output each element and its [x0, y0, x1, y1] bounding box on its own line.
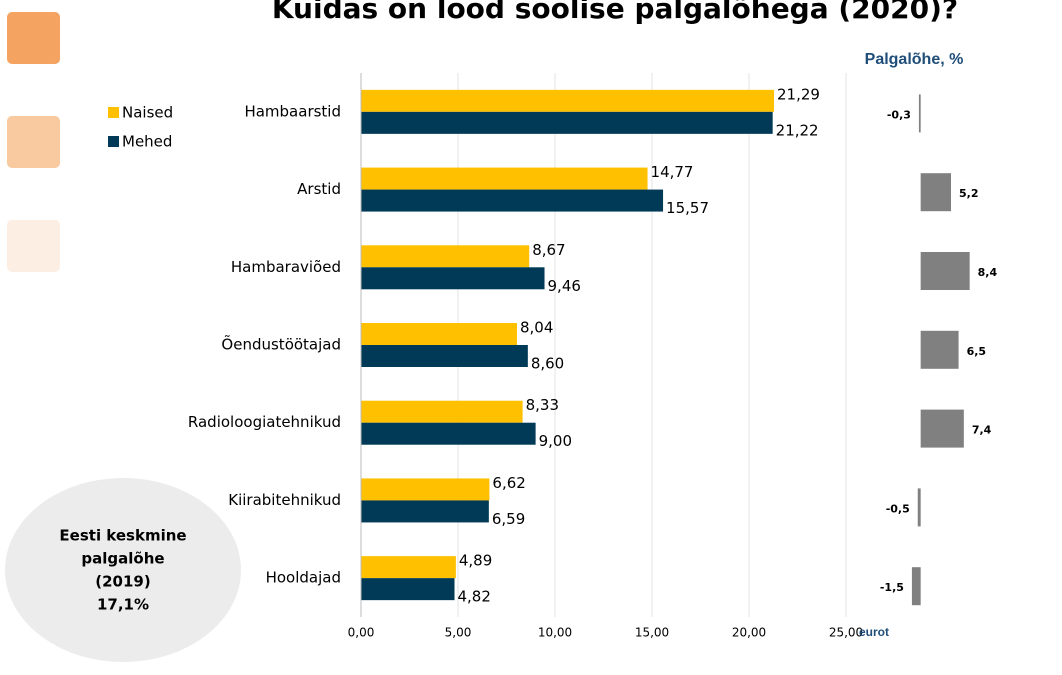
value-label: 9,00 [539, 432, 572, 450]
bar [361, 167, 648, 190]
bar [361, 422, 536, 445]
gap-value-label: -0,3 [887, 108, 911, 121]
value-label: 9,46 [548, 277, 581, 295]
note-line: 17,1% [97, 596, 149, 614]
deco-square [7, 220, 60, 272]
x-tick-label: 20,00 [732, 626, 766, 640]
gap-bar [917, 488, 921, 527]
deco-square [7, 116, 60, 168]
bar [361, 267, 545, 290]
note-line: palgalõhe [81, 550, 164, 568]
note-line: (2019) [95, 573, 150, 591]
gap-value-label: 8,4 [978, 266, 998, 279]
gap-value-label: -1,5 [880, 581, 904, 594]
y-tick-label: Arstid [297, 180, 341, 198]
value-label: 21,22 [776, 121, 819, 139]
y-tick-label: Kiirabitehnikud [228, 491, 341, 509]
bar [361, 89, 775, 112]
gap-value-label: 6,5 [967, 345, 987, 358]
gap-value-label: 5,2 [959, 187, 979, 200]
value-label: 14,77 [651, 163, 694, 181]
y-tick-label: Õendustöötajad [221, 335, 341, 354]
x-axis-label: eurot [859, 625, 889, 639]
legend-label: Naised [122, 104, 173, 122]
bar [361, 111, 773, 134]
x-tick-label: 0,00 [348, 626, 375, 640]
note-bubble [5, 478, 241, 662]
bar [361, 189, 664, 212]
gap-bar [920, 252, 970, 290]
y-tick-label: Hooldajad [266, 569, 341, 587]
x-tick-label: 15,00 [635, 626, 669, 640]
x-tick-label: 5,00 [445, 626, 472, 640]
legend-swatch [108, 107, 119, 118]
bar [361, 245, 530, 268]
bar [361, 500, 489, 523]
gap-bar [918, 94, 921, 133]
gap-value-label: 7,4 [972, 424, 992, 437]
y-tick-label: Radioloogiatehnikud [188, 413, 341, 431]
value-label: 4,89 [459, 552, 492, 570]
gap-bar [920, 409, 964, 448]
value-label: 6,59 [492, 510, 525, 528]
gap-bar [920, 330, 959, 369]
gap-value-label: -0,5 [886, 502, 910, 515]
x-tick-label: 25,00 [829, 626, 863, 640]
y-tick-label: Hambaraviõed [231, 258, 341, 276]
value-label: 8,33 [526, 396, 559, 414]
gap-bar [920, 173, 951, 212]
bar [361, 478, 490, 501]
value-label: 6,62 [492, 474, 525, 492]
bar [361, 400, 523, 423]
gap-title: Palgalõhe, % [865, 51, 964, 68]
legend-label: Mehed [122, 133, 172, 151]
title: Kuidas on lood soolise palgalõhega (2020… [272, 0, 958, 25]
deco-square [7, 12, 60, 64]
bar [361, 578, 455, 601]
bar [361, 345, 528, 367]
value-label: 4,82 [458, 588, 491, 606]
legend-swatch [108, 136, 119, 147]
value-label: 8,67 [532, 241, 565, 259]
bar [361, 323, 517, 345]
value-label: 8,04 [520, 319, 553, 337]
note-line: Eesti keskmine [59, 527, 186, 545]
value-label: 21,29 [777, 85, 820, 103]
value-label: 8,60 [531, 355, 564, 373]
bar [361, 556, 456, 579]
gap-bar [911, 567, 921, 606]
y-tick-label: Hambaarstid [244, 102, 341, 120]
x-tick-label: 10,00 [538, 626, 572, 640]
value-label: 15,57 [666, 199, 709, 217]
